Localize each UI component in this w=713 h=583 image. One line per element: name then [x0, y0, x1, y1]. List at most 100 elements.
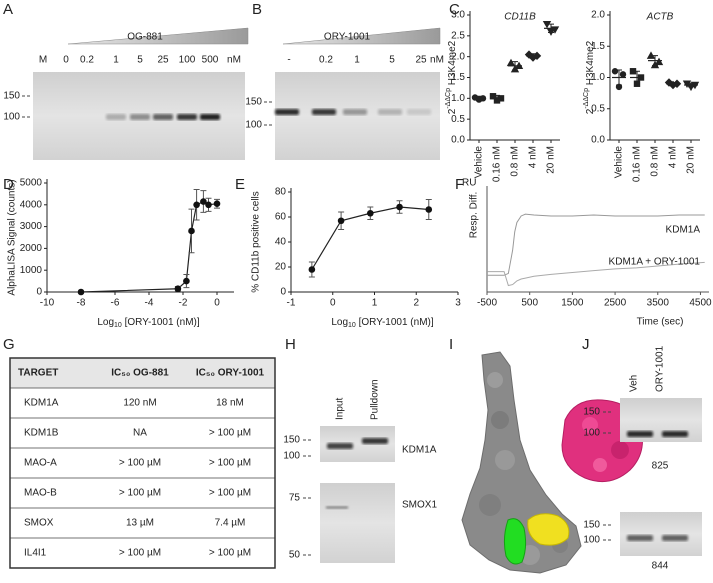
lane-label: M — [39, 55, 47, 66]
panel-label: A — [3, 1, 13, 18]
lane-label: 100 — [179, 55, 196, 66]
data-point — [654, 57, 664, 66]
axis-title-part: H3K4me2 — [447, 40, 458, 88]
gel-band — [662, 535, 688, 541]
gel — [620, 512, 702, 556]
x-tick-label: 1 — [372, 298, 378, 309]
table-cell: MAO-A — [24, 458, 57, 469]
column-label: Input — [335, 398, 346, 420]
error-bar — [494, 94, 500, 102]
x-tick-label: 3 — [455, 298, 461, 309]
y-tick-label: 5000 — [20, 178, 43, 189]
y-tick-label: 0.0 — [591, 135, 605, 146]
band-label: 844 — [652, 561, 669, 572]
chart-title: CD11B — [504, 12, 536, 23]
x-tick-label: 4 nM — [668, 146, 679, 168]
panel-label: I — [449, 336, 453, 353]
table-cell: NA — [133, 428, 147, 439]
axis-title: Time (sec) — [637, 317, 684, 328]
table-cell: > 100 µM — [209, 488, 251, 499]
y-tick-label: 60 — [275, 212, 287, 223]
x-tick-label: -500 — [477, 298, 497, 309]
data-point — [619, 71, 627, 78]
panel-label: D — [3, 176, 14, 193]
axis-title: 2-ΔΔCp H3K4me2 — [445, 40, 457, 114]
panel-label: B — [252, 1, 262, 18]
lane-label: 25 — [157, 55, 169, 66]
axis-title-part: 10 — [348, 322, 356, 329]
panel-label: E — [235, 176, 245, 193]
y-tick-label: 1000 — [20, 265, 43, 276]
data-point — [367, 209, 374, 217]
x-tick-label: -6 — [111, 298, 120, 309]
panel-label: F — [455, 176, 464, 193]
lane-label: - — [287, 55, 290, 66]
data-point — [396, 203, 403, 211]
y-tick-label: 20 — [275, 262, 287, 273]
table-cell: 7.4 µM — [215, 518, 246, 529]
data-point — [308, 266, 316, 273]
marker-label: 75 — [289, 493, 301, 504]
panel-label: J — [582, 336, 590, 353]
y-tick-label: 3000 — [20, 221, 43, 232]
y-tick-label: 1.5 — [591, 41, 605, 52]
data-point — [506, 58, 516, 67]
gel-band — [130, 114, 150, 120]
axis-title-part: [ORY-1001 (nM)] — [122, 317, 200, 328]
x-tick-label: -1 — [287, 298, 296, 309]
axis-title: Resp. Diff. — [469, 192, 480, 239]
lane-label: 25 — [415, 55, 427, 66]
table-border — [9, 357, 276, 569]
x-tick-label: 2500 — [604, 298, 627, 309]
gel-band — [343, 109, 367, 115]
unit-label: nM — [430, 55, 444, 66]
x-tick-label: 20 nM — [686, 146, 697, 174]
series-label: KDM1A + ORY-1001 — [609, 257, 701, 268]
y-tick-label: 0.0 — [451, 135, 465, 146]
error-bar — [634, 70, 640, 85]
series-label: KDM1A — [666, 225, 701, 236]
table-cell: > 100 µM — [119, 488, 161, 499]
gel — [275, 72, 440, 160]
x-tick-label: -4 — [145, 298, 154, 309]
y-tick-label: 1.0 — [451, 93, 465, 104]
x-tick-label: -8 — [77, 298, 86, 309]
data-point — [183, 277, 190, 285]
data-point — [77, 288, 85, 296]
table-cell: > 100 µM — [209, 428, 251, 439]
x-tick-label: 0.8 nM — [650, 146, 661, 177]
series-line — [487, 261, 705, 287]
gel-band — [327, 443, 353, 449]
axis-title-part: [ORY-1001 (nM)] — [356, 317, 434, 328]
data-point — [200, 198, 207, 205]
marker-label: 100 — [283, 451, 300, 462]
error-bar — [476, 95, 482, 101]
data-point — [337, 217, 345, 225]
data-point — [646, 51, 656, 59]
marker-label: 100 — [3, 112, 20, 123]
column-label: Pulldown — [370, 379, 381, 420]
gel-band — [407, 109, 431, 115]
y-tick-label: 2.5 — [451, 30, 465, 41]
gel-band — [378, 109, 402, 115]
lane-label: 1 — [113, 55, 119, 66]
marker-label: 100 — [583, 535, 600, 546]
error-bar — [670, 82, 676, 86]
table-cell: 13 µM — [126, 518, 154, 529]
data-point — [629, 68, 637, 75]
error-bar — [652, 55, 658, 67]
gel-band — [106, 114, 126, 120]
series-line — [487, 213, 705, 276]
x-tick-label: 0.8 nM — [510, 146, 521, 177]
x-tick-label: Vehicle — [474, 146, 485, 179]
axis-title-part: Log — [97, 317, 114, 328]
marker-label: 150 — [583, 520, 600, 531]
x-tick-label: 2 — [413, 298, 419, 309]
gel-band — [177, 114, 197, 120]
panel-label: H — [285, 336, 296, 353]
gel-band — [312, 109, 336, 115]
marker-label: 50 — [289, 550, 301, 561]
protein-structure — [461, 351, 643, 574]
axis-title: Log10 [ORY-1001 (nM)] — [331, 317, 434, 330]
x-tick-label: Vehicle — [614, 146, 625, 179]
